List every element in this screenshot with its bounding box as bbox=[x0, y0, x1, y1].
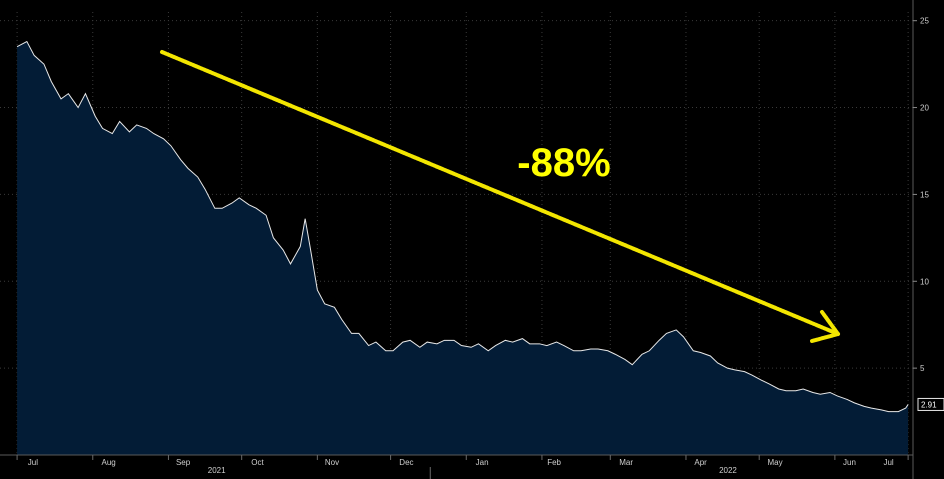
plot-area bbox=[16, 40, 909, 456]
x-tick-label: Jul bbox=[883, 458, 893, 467]
x-tick-label: Oct bbox=[251, 458, 264, 467]
x-tick-label: Jul bbox=[28, 458, 38, 467]
y-tick-label: 25 bbox=[920, 17, 929, 26]
x-tick-label: Aug bbox=[101, 458, 115, 467]
x-tick-label: Feb bbox=[547, 458, 561, 467]
trend-arrow-head bbox=[810, 310, 840, 343]
change-annotation: -88% bbox=[517, 141, 610, 185]
annotations: -88% bbox=[160, 50, 840, 343]
y-tick-label: 20 bbox=[920, 104, 929, 113]
x-tick-label: Sep bbox=[176, 458, 191, 467]
last-value-badge bbox=[917, 397, 944, 411]
x-tick-label: Jan bbox=[476, 458, 489, 467]
year-label: 2021 bbox=[208, 466, 226, 475]
x-tick-label: May bbox=[767, 458, 782, 467]
y-tick-label: 5 bbox=[920, 364, 925, 373]
x-tick-label: Apr bbox=[694, 458, 707, 467]
y-tick-label: 10 bbox=[920, 277, 929, 286]
trend-arrow-shaft bbox=[160, 50, 840, 336]
series-area bbox=[17, 41, 909, 456]
x-tick-label: Dec bbox=[399, 458, 413, 467]
y-tick-label: 15 bbox=[920, 190, 929, 199]
x-tick-label: Nov bbox=[325, 458, 339, 467]
series-line bbox=[16, 40, 909, 413]
last-value-label: 2.91 bbox=[921, 400, 937, 409]
x-tick-label: Mar bbox=[619, 458, 633, 467]
x-tick-label: Jun bbox=[843, 458, 856, 467]
year-label: 2022 bbox=[719, 466, 737, 475]
